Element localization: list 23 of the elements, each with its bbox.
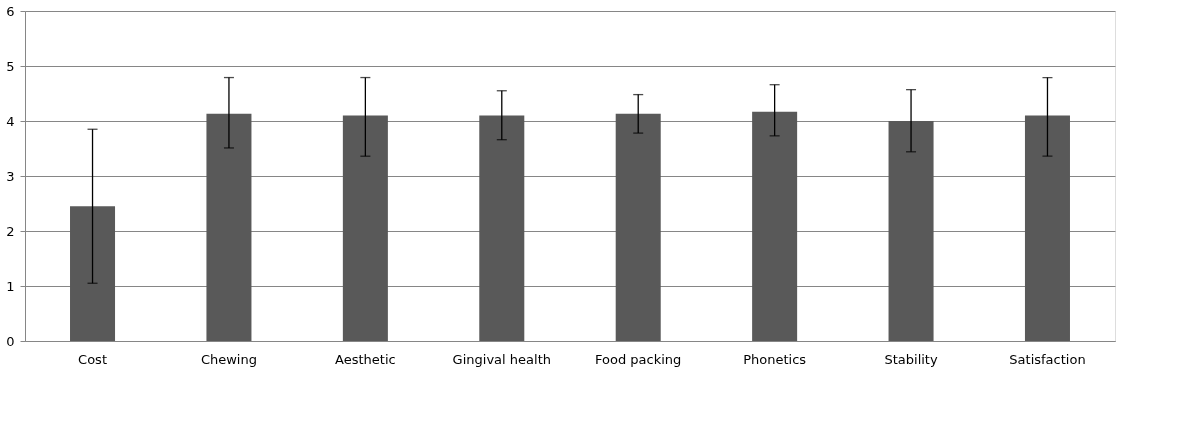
bar [206,113,252,341]
bar [752,111,798,341]
bar [70,206,116,341]
y-tick-label: 5 [6,58,15,74]
bar [342,115,388,341]
y-tick-label: 4 [6,113,15,129]
bar [888,121,934,341]
y-tick-label: 0 [6,333,15,349]
bar [479,115,525,341]
x-tick-label: Gingival health [452,351,551,367]
y-tick-label: 2 [6,223,15,239]
y-tick-label: 3 [6,168,15,184]
y-tick-label: 1 [6,278,15,294]
bar [1024,115,1070,341]
x-tick-label: Aesthetic [335,351,396,367]
x-tick-label: Satisfaction [1009,351,1086,367]
x-tick-label: Cost [78,351,107,367]
x-tick-label: Food packing [595,351,682,367]
x-tick-label: Chewing [200,351,257,367]
bar [615,113,661,341]
y-tick-label: 6 [6,3,15,19]
x-tick-label: Stability [884,351,938,367]
x-tick-label: Phonetics [743,351,807,367]
